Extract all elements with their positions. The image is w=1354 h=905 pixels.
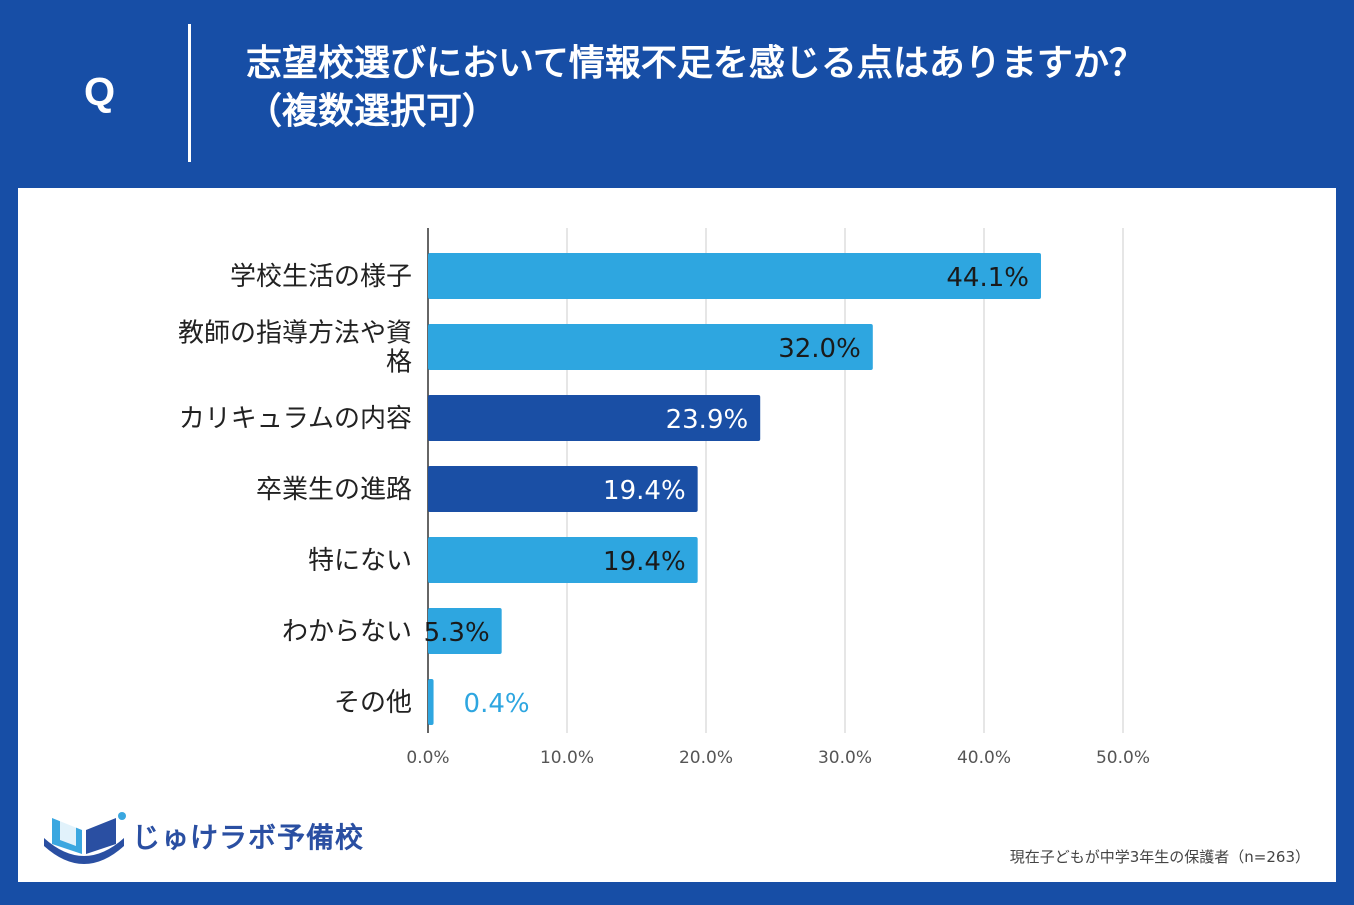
- bar: [428, 395, 761, 441]
- open-book-icon: [44, 812, 126, 864]
- data-label: 5.3%: [424, 618, 490, 648]
- x-tick-label: 20.0%: [679, 748, 733, 768]
- x-tick-label: 30.0%: [818, 748, 872, 768]
- category-label: 特にない: [308, 546, 412, 576]
- brand-name: じゅけラボ予備校: [132, 821, 365, 854]
- chart-panel: 0.0% 10.0% 20.0% 30.0% 40.0% 50.0% 学校生活の様子 44.1…: [18, 188, 1336, 882]
- data-label: 44.1%: [946, 263, 1029, 293]
- bar: [428, 253, 1041, 299]
- x-tick-label: 10.0%: [540, 748, 594, 768]
- data-label: 23.9%: [666, 405, 749, 435]
- category-label: わからない: [282, 617, 412, 647]
- category-label: 格: [386, 348, 412, 378]
- x-tick-label: 0.0%: [406, 748, 449, 768]
- category-label: 教師の指導方法や資: [178, 319, 412, 349]
- data-label: 0.4%: [464, 689, 530, 719]
- bar: [428, 537, 698, 583]
- category-label: 学校生活の様子: [230, 262, 412, 292]
- data-label: 19.4%: [603, 547, 686, 577]
- bar: [428, 608, 502, 654]
- x-tick-label: 40.0%: [957, 748, 1011, 768]
- question-title-line1: 志望校選びにおいて情報不足を感じる点はありますか？: [246, 43, 1145, 84]
- data-label: 19.4%: [603, 476, 686, 506]
- sample-note: 現在子どもが中学3年生の保護者（n=263）: [1009, 848, 1310, 866]
- bar: [428, 679, 434, 725]
- x-tick-label: 50.0%: [1096, 748, 1150, 768]
- category-label: カリキュラムの内容: [179, 404, 412, 434]
- header-divider: [188, 24, 191, 162]
- bar: [428, 466, 698, 512]
- bar: [428, 324, 873, 370]
- question-title: 志望校選びにおいて情報不足を感じる点はありますか？ （複数選択可）: [246, 40, 1326, 136]
- brand-logo: じゅけラボ予備校: [40, 810, 363, 866]
- data-label: 32.0%: [778, 334, 861, 364]
- question-label: Q: [84, 70, 116, 114]
- question-title-line2: （複数選択可）: [246, 91, 499, 132]
- bar-chart: 0.0% 10.0% 20.0% 30.0% 40.0% 50.0% 学校生活の様子 44.1…: [178, 228, 1150, 768]
- category-label: 卒業生の進路: [256, 475, 412, 505]
- category-label: その他: [334, 688, 412, 718]
